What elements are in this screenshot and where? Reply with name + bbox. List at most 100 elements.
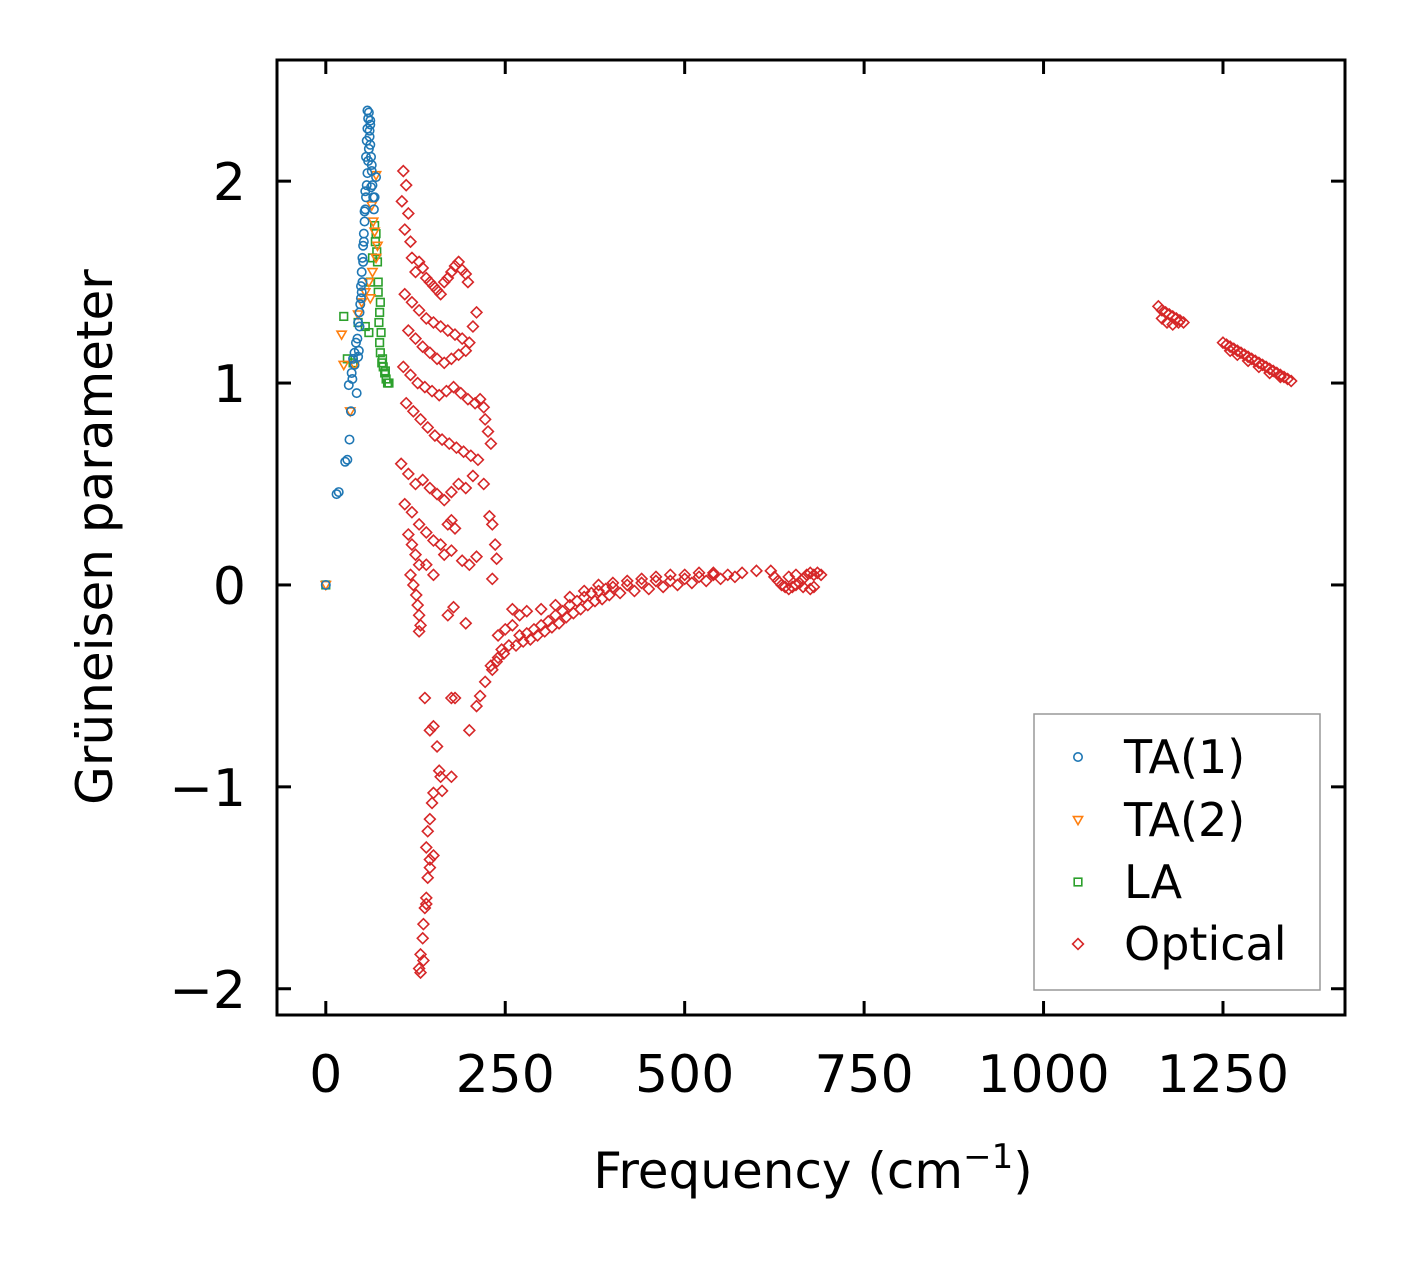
data-point-optical — [451, 442, 462, 453]
data-point-optical — [417, 933, 428, 944]
y-axis-label: Grüneisen parameter — [66, 269, 124, 805]
data-point-optical — [444, 438, 455, 449]
data-point-optical — [421, 842, 432, 853]
data-point-optical — [439, 277, 450, 288]
data-point-ta1 — [347, 369, 355, 377]
data-point-optical — [424, 725, 435, 736]
data-point-optical — [421, 313, 432, 324]
data-point-optical — [432, 285, 443, 296]
data-point-optical — [403, 208, 414, 219]
data-point-optical — [399, 289, 410, 300]
legend-label-optical: Optical — [1124, 917, 1286, 971]
data-point-optical — [651, 571, 662, 582]
data-point-optical — [446, 353, 457, 364]
data-point-optical — [399, 224, 410, 235]
data-point-optical — [422, 422, 433, 433]
data-point-la — [376, 309, 384, 317]
data-point-optical — [428, 788, 439, 799]
data-point-optical — [464, 559, 475, 570]
data-point-optical — [414, 610, 425, 621]
data-point-optical — [412, 378, 423, 389]
y-tick-label: 0 — [213, 557, 246, 617]
data-point-optical — [460, 483, 471, 494]
data-point-optical — [737, 567, 748, 578]
data-point-optical — [422, 872, 433, 883]
data-point-optical — [414, 305, 425, 316]
data-point-optical — [407, 252, 418, 263]
data-point-optical — [437, 785, 448, 796]
data-point-optical — [442, 325, 453, 336]
data-point-optical — [435, 289, 446, 300]
data-point-optical — [450, 329, 461, 340]
data-point-optical — [410, 333, 421, 344]
data-point-optical — [442, 519, 453, 530]
data-point-optical — [401, 398, 412, 409]
legend-label-ta1: TA(1) — [1123, 730, 1245, 784]
data-point-optical — [480, 414, 491, 425]
data-point-optical — [428, 535, 439, 546]
data-point-optical — [441, 386, 452, 397]
data-point-optical — [694, 567, 705, 578]
data-point-ta2 — [366, 295, 375, 303]
data-point-optical — [428, 569, 439, 580]
data-point-optical — [427, 798, 438, 809]
data-point-ta1 — [335, 488, 343, 496]
data-point-optical — [453, 479, 464, 490]
data-point-optical — [446, 487, 457, 498]
data-point-optical — [403, 469, 414, 480]
data-point-optical — [421, 527, 432, 538]
data-point-ta1 — [365, 126, 373, 134]
data-point-optical — [536, 604, 547, 615]
data-point-la — [377, 329, 385, 337]
data-point-optical — [408, 580, 419, 591]
data-point-optical — [432, 741, 443, 752]
data-point-optical — [411, 590, 422, 601]
y-tick-label: −2 — [169, 961, 246, 1021]
data-point-optical — [424, 814, 435, 825]
data-point-optical — [434, 390, 445, 401]
x-tick-label: 750 — [814, 1045, 913, 1105]
gruneisen-chart: 0 250 500 750 1000 1250−2−1012 Frequency (cm−… — [0, 0, 1406, 1264]
data-point-optical — [457, 333, 468, 344]
data-point-optical — [471, 307, 482, 318]
data-point-optical — [421, 559, 432, 570]
data-point-optical — [521, 606, 532, 617]
x-axis-label-main: Frequency (cm — [593, 1142, 963, 1200]
data-point-optical — [450, 693, 461, 704]
data-point-optical — [446, 771, 457, 782]
data-point-optical — [410, 479, 421, 490]
x-axis-label-close: ) — [1013, 1142, 1033, 1200]
data-point-ta1 — [357, 268, 365, 276]
data-point-la — [374, 278, 382, 286]
data-point-optical — [401, 180, 412, 191]
legend-label-la: LA — [1124, 855, 1183, 909]
data-point-ta1 — [332, 490, 340, 498]
data-point-la — [377, 298, 385, 306]
data-point-ta1 — [360, 217, 368, 225]
x-tick-label: 250 — [456, 1045, 555, 1105]
data-point-optical — [407, 507, 418, 518]
data-point-optical — [460, 618, 471, 629]
data-point-optical — [480, 676, 491, 687]
data-point-optical — [457, 555, 468, 566]
data-point-optical — [430, 430, 441, 441]
data-point-ta1 — [345, 435, 353, 443]
data-point-optical — [398, 166, 409, 177]
x-axis-label: Frequency (cm−1) — [593, 1137, 1033, 1200]
legend: TA(1) TA(2) LA Optical — [1034, 714, 1320, 990]
data-point-optical — [485, 438, 496, 449]
data-point-ta2 — [368, 269, 377, 277]
y-tick-label: −1 — [169, 759, 246, 819]
data-point-ta1 — [360, 229, 368, 237]
data-point-optical — [636, 573, 647, 584]
y-tick-label: 1 — [213, 355, 246, 415]
data-point-optical — [405, 569, 416, 580]
data-point-optical — [439, 357, 450, 368]
data-point-optical — [407, 297, 418, 308]
data-point-optical — [465, 450, 476, 461]
data-point-la — [340, 313, 348, 321]
data-point-optical — [417, 475, 428, 486]
data-point-optical — [415, 414, 426, 425]
data-point-ta1 — [343, 456, 351, 464]
data-point-optical — [491, 553, 502, 564]
